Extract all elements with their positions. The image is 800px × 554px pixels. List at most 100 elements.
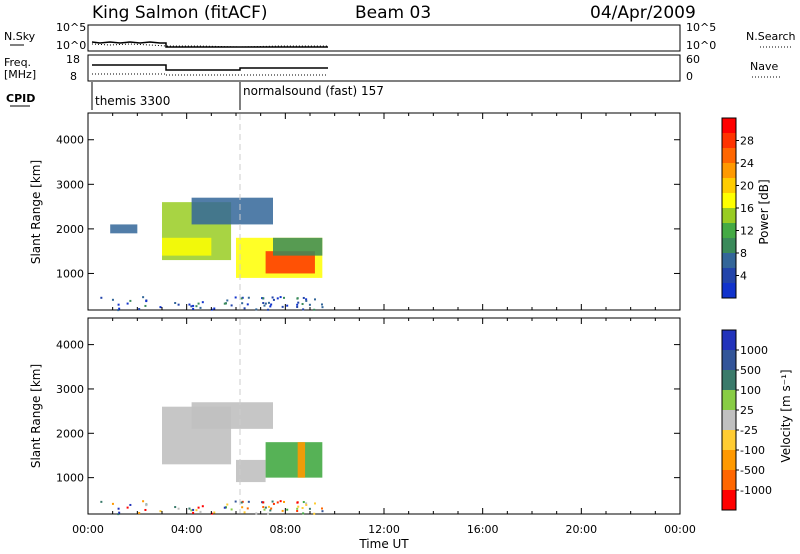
power-speckle bbox=[192, 304, 195, 307]
cpid-label: CPID bbox=[6, 92, 35, 105]
velocity-colorbar-tick-label: -25 bbox=[740, 424, 758, 437]
nsearch-tick-bottom: 10^0 bbox=[686, 39, 716, 52]
power-speckle bbox=[201, 301, 204, 304]
velocity-speckle bbox=[226, 503, 229, 506]
velocity-speckle bbox=[192, 511, 195, 514]
power-speckle bbox=[296, 297, 299, 300]
velocity-speckle bbox=[308, 507, 311, 510]
velocity-colorbar-tick-label: 100 bbox=[740, 384, 761, 397]
power-speckle bbox=[145, 300, 148, 303]
power-colorbar: 4 8 12 16 20 24 28 bbox=[721, 117, 754, 299]
power-speckle bbox=[195, 305, 198, 308]
freq-tick-top: 18 bbox=[66, 53, 80, 66]
xtick-label: 08:00 bbox=[269, 523, 301, 536]
velocity-yaxis: 1000 2000 3000 4000 bbox=[56, 339, 680, 485]
velocity-speckle bbox=[192, 508, 195, 511]
power-speckle bbox=[247, 296, 250, 299]
power-speckle bbox=[117, 303, 120, 306]
nave-label: Nave bbox=[750, 60, 778, 73]
velocity-speckle bbox=[283, 500, 286, 503]
velocity-speckle bbox=[313, 512, 316, 515]
velocity-speckle bbox=[241, 506, 244, 509]
velocity-speckle bbox=[267, 505, 270, 508]
power-speckle bbox=[283, 296, 286, 299]
date-title: 04/Apr/2009 bbox=[590, 3, 696, 23]
velocity-speckle bbox=[321, 510, 324, 513]
velocity-speckle bbox=[144, 508, 147, 511]
cpid-entry-1: themis 3300 bbox=[95, 94, 170, 108]
power-speckle bbox=[129, 299, 132, 302]
nave-tick-bottom: 0 bbox=[686, 70, 693, 83]
velocity-speckle bbox=[213, 511, 216, 514]
velocity-speckle bbox=[195, 509, 198, 512]
velocity-speckle bbox=[272, 502, 275, 505]
power-speckle bbox=[241, 302, 244, 305]
velocity-speckle bbox=[117, 507, 120, 510]
power-speckle bbox=[188, 303, 191, 306]
velocity-colorbar-swatch bbox=[722, 410, 736, 430]
power-colorbar-swatch bbox=[722, 238, 736, 253]
velocity-speckle bbox=[264, 506, 267, 509]
power-ytick-label: 2000 bbox=[56, 223, 84, 236]
power-colorbar-tick-label: 12 bbox=[740, 225, 754, 238]
power-speckle bbox=[302, 296, 305, 299]
velocity-speckle bbox=[234, 500, 237, 503]
cpid-entry-2: normalsound (fast) 157 bbox=[243, 84, 384, 98]
velocity-speckle bbox=[224, 506, 227, 509]
xtick-label: 04:00 bbox=[171, 523, 203, 536]
velocity-speckle bbox=[118, 511, 121, 514]
power-speckle bbox=[144, 304, 147, 307]
time-axis-label: Time UT bbox=[358, 537, 409, 551]
power-speckle bbox=[320, 303, 323, 306]
power-speckle bbox=[262, 301, 265, 304]
power-speckle bbox=[117, 309, 120, 312]
power-speckle bbox=[267, 301, 270, 304]
freq-trace bbox=[92, 64, 328, 71]
nsky-trace bbox=[91, 41, 328, 48]
xtick-label: 00:00 bbox=[664, 523, 696, 536]
velocity-colorbar-tick-label: 500 bbox=[740, 364, 761, 377]
power-region-6 bbox=[273, 237, 323, 256]
velocity-speckle bbox=[199, 510, 202, 513]
power-speckle bbox=[301, 302, 304, 305]
velocity-speckle bbox=[255, 512, 258, 515]
nsearch-tick-top: 10^5 bbox=[686, 21, 716, 34]
velocity-speckle bbox=[223, 506, 226, 509]
velocity-speckle bbox=[271, 500, 274, 503]
velocity-colorbar-frame bbox=[721, 329, 737, 511]
power-speckle bbox=[100, 296, 103, 299]
power-speckle bbox=[159, 306, 162, 309]
velocity-region-2 bbox=[236, 459, 266, 483]
power-colorbar-swatch bbox=[722, 268, 736, 283]
power-ylabel: Slant Range [km] bbox=[29, 160, 43, 264]
velocity-speckle bbox=[129, 503, 132, 506]
power-speckle bbox=[297, 301, 300, 304]
velocity-speckle bbox=[100, 500, 103, 503]
velocity-speckle bbox=[286, 508, 289, 511]
velocity-colorbar-swatch bbox=[722, 330, 736, 350]
velocity-colorbar-swatch bbox=[722, 490, 736, 510]
power-region-0 bbox=[110, 224, 138, 234]
power-speckle bbox=[241, 296, 244, 299]
xtick-label: 12:00 bbox=[368, 523, 400, 536]
velocity-colorbar-swatch bbox=[722, 370, 736, 390]
power-colorbar-swatch bbox=[722, 133, 736, 148]
power-speckle bbox=[199, 306, 202, 309]
power-speckle bbox=[230, 304, 233, 307]
velocity-speckle bbox=[145, 504, 148, 507]
power-region-3 bbox=[191, 197, 273, 225]
nave-trace bbox=[92, 73, 328, 76]
velocity-speckle bbox=[174, 506, 177, 509]
power-ytick-label: 1000 bbox=[56, 267, 84, 280]
power-speckle bbox=[263, 304, 266, 307]
velocity-speckle bbox=[262, 501, 265, 504]
power-speckle bbox=[190, 305, 193, 308]
velocity-speckle bbox=[243, 511, 246, 514]
nsky-tick-bottom: 10^0 bbox=[56, 39, 86, 52]
power-speckle bbox=[255, 308, 258, 311]
velocity-colorbar-tick-label: 1000 bbox=[740, 344, 768, 357]
velocity-speckle bbox=[190, 509, 193, 512]
power-speckle bbox=[126, 302, 129, 305]
power-speckle bbox=[296, 305, 299, 308]
velocity-speckle bbox=[188, 507, 191, 510]
